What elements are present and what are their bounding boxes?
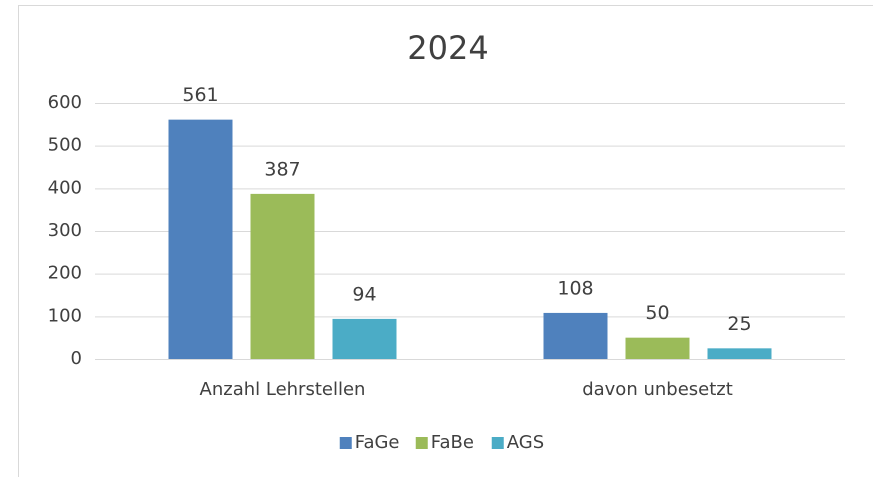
data-label: 94: [352, 283, 376, 305]
data-label: 25: [727, 313, 751, 335]
legend-swatch: [491, 437, 504, 449]
bar: [625, 337, 690, 359]
chart-frame: [18, 5, 873, 477]
data-label: 561: [182, 84, 218, 106]
bar: [543, 312, 608, 359]
y-tick-label: 200: [48, 263, 82, 284]
y-tick-label: 500: [48, 135, 82, 156]
bar: [250, 193, 315, 359]
y-tick-label: 400: [48, 177, 82, 198]
y-tick-label: 100: [48, 305, 82, 326]
data-label: 108: [557, 277, 593, 299]
data-label: 387: [264, 158, 300, 180]
legend-label: FaBe: [431, 432, 474, 453]
legend-swatch: [415, 437, 428, 449]
legend-swatch: [339, 437, 352, 449]
bar: [707, 348, 772, 359]
legend-label: AGS: [507, 432, 544, 453]
y-tick-label: 600: [48, 92, 82, 113]
y-tick-label: 300: [48, 220, 82, 241]
data-label: 50: [645, 302, 669, 324]
y-tick-label: 0: [71, 348, 82, 369]
legend-label: FaGe: [355, 432, 400, 453]
x-tick-label: Anzahl Lehrstellen: [200, 379, 366, 400]
bar: [332, 318, 397, 359]
chart-title: 2024: [407, 29, 488, 67]
bar: [168, 119, 233, 359]
x-tick-label: davon unbesetzt: [582, 379, 733, 400]
